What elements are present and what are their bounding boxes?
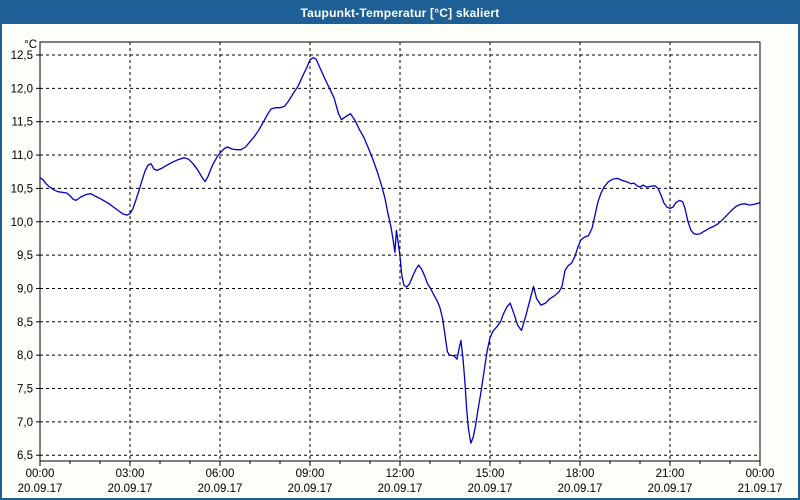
y-tick-label: 7,5 bbox=[17, 384, 33, 396]
y-tick-label: 10,5 bbox=[11, 183, 33, 195]
y-tick-label: 9,5 bbox=[17, 250, 33, 262]
x-tick-time-label: 15:00 bbox=[476, 468, 505, 480]
x-tick-time-label: 21:00 bbox=[656, 468, 685, 480]
window-title: Taupunkt-Temperatur [°C] skaliert bbox=[300, 6, 500, 20]
x-tick-date-label: 20.09.17 bbox=[108, 483, 153, 495]
x-tick-date-label: 20.09.17 bbox=[18, 483, 63, 495]
x-tick-date-label: 20.09.17 bbox=[378, 483, 423, 495]
y-tick-label: 12,0 bbox=[11, 83, 33, 95]
temperature-line bbox=[39, 57, 761, 444]
y-tick-label: 10,0 bbox=[11, 217, 33, 229]
x-tick-time-label: 00:00 bbox=[26, 468, 55, 480]
x-tick-date-label: 20.09.17 bbox=[468, 483, 513, 495]
y-tick-label: 7,0 bbox=[17, 417, 33, 429]
x-tick-time-label: 12:00 bbox=[386, 468, 415, 480]
chart-canvas: 12,5 12,0 11,5 11,0 10,5 10,0 9,5 9,0 8,5 8,0 7,5 7… bbox=[11, 39, 783, 495]
x-tick-time-label: 18:00 bbox=[566, 468, 595, 480]
y-tick-label: 9,0 bbox=[17, 283, 33, 295]
x-tick-date-label: 20.09.17 bbox=[648, 483, 693, 495]
x-tick-date-label: 20.09.17 bbox=[198, 483, 243, 495]
x-tick-date-label: 20.09.17 bbox=[558, 483, 603, 495]
y-tick-label: 8,5 bbox=[17, 317, 33, 329]
x-tick-date-label: 20.09.17 bbox=[288, 483, 333, 495]
x-tick-time-label: 00:00 bbox=[746, 468, 775, 480]
y-tick-label: 8,0 bbox=[17, 350, 33, 362]
y-axis-unit-label: °C bbox=[24, 39, 37, 51]
y-tick-label: 6,5 bbox=[17, 450, 33, 462]
title-bar: Taupunkt-Temperatur [°C] skaliert bbox=[2, 2, 798, 24]
x-tick-time-label: 09:00 bbox=[296, 468, 325, 480]
y-tick-label: 12,5 bbox=[11, 50, 33, 62]
y-tick-label: 11,5 bbox=[11, 117, 33, 129]
y-tick-label: 11,0 bbox=[11, 150, 33, 162]
x-tick-time-label: 06:00 bbox=[206, 468, 235, 480]
x-tick-time-label: 03:00 bbox=[116, 468, 145, 480]
x-tick-date-label: 21.09.17 bbox=[738, 483, 783, 495]
